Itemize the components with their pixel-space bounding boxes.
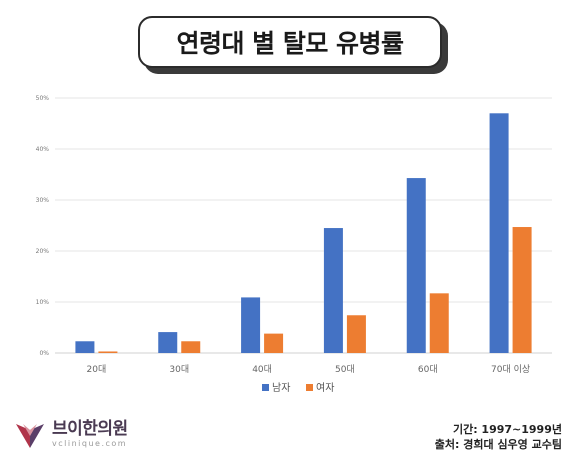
y-tick-labels: 0% 10% 20% 30% 40% 50% bbox=[36, 95, 50, 357]
x-tick-label: 50대 bbox=[335, 364, 355, 375]
y-tick-label: 30% bbox=[36, 197, 50, 204]
source-origin: 출처: 경희대 심우영 교수팀 bbox=[434, 438, 562, 451]
bar-male bbox=[323, 228, 343, 353]
bar-female bbox=[181, 341, 201, 353]
brand: 브이한의원 vclinique.com bbox=[14, 418, 128, 450]
y-tick-label: 20% bbox=[36, 248, 50, 255]
bar-female bbox=[346, 315, 366, 353]
legend-label: 여자 bbox=[316, 382, 334, 394]
brand-url: vclinique.com bbox=[52, 439, 128, 448]
y-tick-label: 10% bbox=[36, 299, 50, 306]
grid-lines bbox=[55, 97, 552, 354]
bar-male bbox=[75, 341, 95, 353]
y-tick-label: 0% bbox=[39, 350, 49, 357]
x-tick-label: 70대 이상 bbox=[491, 364, 530, 375]
bar-female bbox=[264, 333, 284, 353]
bar-male bbox=[241, 297, 261, 353]
legend: 남자 여자 bbox=[262, 382, 334, 394]
legend-label: 남자 bbox=[272, 382, 290, 394]
chart-title: 연령대 별 탈모 유병률 bbox=[176, 29, 404, 58]
bar-male bbox=[406, 178, 426, 353]
x-tick-label: 60대 bbox=[418, 364, 438, 375]
bar-female bbox=[512, 227, 532, 353]
v-logo-icon bbox=[16, 424, 44, 448]
bar-female bbox=[429, 293, 449, 353]
title-box: 연령대 별 탈모 유병률 bbox=[138, 16, 442, 68]
bar-female bbox=[98, 351, 118, 353]
source-note: 기간: 1997~1999년 출처: 경희대 심우영 교수팀 bbox=[435, 422, 562, 452]
x-tick-labels: 20대 30대 40대 50대 60대 70대 이상 bbox=[87, 364, 531, 375]
y-tick-label: 50% bbox=[36, 95, 50, 102]
bar-male bbox=[489, 113, 509, 353]
legend-swatch bbox=[262, 384, 269, 391]
x-tick-label: 20대 bbox=[87, 364, 107, 375]
bar-male bbox=[158, 332, 178, 353]
bar-chart: 0%10%20%30%40%50% 20대 30대 40대 50대 60대 70대 이상 … bbox=[36, 95, 552, 394]
source-period: 기간: 1997~1999년 bbox=[452, 423, 562, 436]
brand-name: 브이한의원 bbox=[52, 419, 128, 439]
y-tick-label: 40% bbox=[36, 146, 50, 153]
x-tick-label: 30대 bbox=[169, 364, 189, 375]
legend-swatch bbox=[306, 384, 313, 391]
bars bbox=[75, 113, 532, 353]
x-tick-label: 40대 bbox=[252, 364, 272, 375]
